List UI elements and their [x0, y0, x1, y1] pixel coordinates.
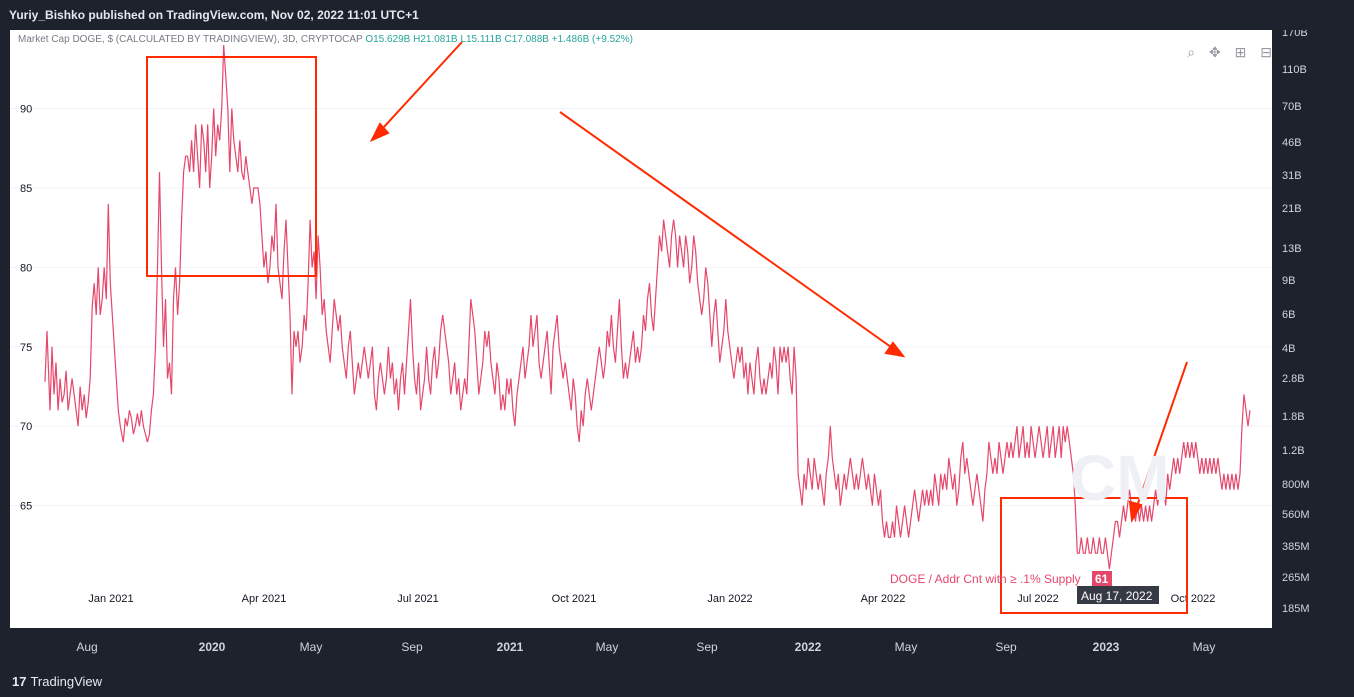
y-tick-label: 70: [20, 421, 32, 433]
x-tick-label: Jul 2022: [1017, 593, 1059, 605]
right-tick-label: 110B: [1282, 64, 1307, 76]
footer: 17 TradingView: [0, 666, 1354, 697]
right-tick-label: 385M: [1282, 541, 1310, 553]
svg-text:DOGE / Addr Cnt with ≥ .1% Sup: DOGE / Addr Cnt with ≥ .1% Supply: [890, 572, 1081, 586]
svg-text:Aug 17, 2022: Aug 17, 2022: [1081, 589, 1153, 603]
right-tick-label: 9B: [1282, 275, 1295, 287]
right-tick-label: 2.8B: [1282, 373, 1305, 385]
svg-text:61: 61: [1095, 572, 1109, 586]
right-tick-label: 800M: [1282, 479, 1310, 491]
publish-header: Yuriy_Bishko published on TradingView.co…: [0, 0, 1354, 30]
logo-mark: 17: [12, 674, 27, 689]
x-tick-label: Jan 2022: [707, 593, 752, 605]
bottom-tick-label: Sep: [401, 640, 423, 654]
legend-series: Market Cap DOGE, $ (CALCULATED BY TRADIN…: [18, 34, 363, 45]
y-tick-labels: 65 70 75 80 85 90: [20, 104, 32, 513]
bottom-tick-label: Sep: [696, 640, 718, 654]
y-tick-label: 80: [20, 262, 32, 274]
annotation-arrowhead-1: [369, 122, 390, 143]
brand-name: TradingView: [30, 674, 103, 689]
y-tick-label: 90: [20, 104, 32, 116]
annotation-box-bottom: [1000, 497, 1188, 614]
bottom-tick-label: 2022: [795, 640, 822, 654]
move-icon[interactable]: ✥: [1209, 44, 1221, 60]
right-tick-label: 21B: [1282, 203, 1302, 215]
plus-icon[interactable]: ⊞: [1234, 44, 1247, 60]
y-tick-label: 75: [20, 342, 32, 354]
minus-icon[interactable]: ⊟: [1260, 44, 1272, 60]
bottom-tick-label: 2023: [1093, 640, 1120, 654]
y-tick-label: 85: [20, 183, 32, 195]
legend: Market Cap DOGE, $ (CALCULATED BY TRADIN…: [18, 34, 633, 45]
right-tick-label: 265M: [1282, 572, 1310, 584]
right-tick-label: 70B: [1282, 101, 1302, 113]
bottom-tick-label: 2021: [497, 640, 524, 654]
y-tick-label: 65: [20, 501, 32, 513]
right-price-axis[interactable]: 170B 110B 70B 46B 31B 21B 13B 9B 6B 4B 2.8B 1.8B 1.2…: [1272, 27, 1354, 628]
right-tick-label: 1.8B: [1282, 411, 1305, 423]
cursor-date-label: Aug 17, 2022: [1077, 586, 1159, 604]
annotations: [146, 41, 1188, 614]
series-line: [44, 44, 1251, 570]
x-tick-label: Oct 2022: [1171, 593, 1216, 605]
annotation-arrowhead-3: [1128, 500, 1143, 524]
chart-toolbar: ⌕ ✥ ⊞ ⊟: [1177, 44, 1272, 61]
bottom-axis-labels: Aug 2020 May Sep 2021 May Sep 2022 May Sep 2023 May: [76, 640, 1216, 654]
series-label: DOGE / Addr Cnt with ≥ .1% Supply 61: [890, 571, 1112, 587]
watermark: CM: [1070, 442, 1170, 514]
bottom-tick-label: May: [596, 640, 619, 654]
x-tick-label: Jan 2021: [88, 593, 133, 605]
right-tick-label: 170B: [1282, 30, 1308, 39]
right-tick-label: 1.2B: [1282, 445, 1305, 457]
right-tick-label: 13B: [1282, 243, 1302, 255]
bottom-tick-label: Aug: [76, 640, 97, 654]
right-tick-label: 4B: [1282, 343, 1295, 355]
x-tick-label: Jul 2021: [397, 593, 439, 605]
bottom-tick-label: Sep: [995, 640, 1017, 654]
right-tick-label: 6B: [1282, 309, 1295, 321]
bottom-tick-label: 2020: [199, 640, 226, 654]
bottom-tick-label: May: [895, 640, 918, 654]
right-tick-label: 31B: [1282, 170, 1302, 182]
bottom-tick-label: May: [1193, 640, 1216, 654]
x-tick-label: Apr 2022: [861, 593, 906, 605]
legend-ohlc: O15.629B H21.081B L15.111B C17.088B +1.4…: [365, 34, 633, 45]
annotation-arrowhead-2: [884, 341, 906, 358]
chart-pane[interactable]: 65 70 75 80 85 90 Jan 2021 Apr 2021 Jul 2021 Oct…: [10, 30, 1272, 628]
bottom-time-axis[interactable]: Aug 2020 May Sep 2021 May Sep 2022 May Sep 2023 May: [0, 628, 1354, 666]
annotation-arrow-3: [1133, 361, 1188, 516]
right-axis-labels: 170B 110B 70B 46B 31B 21B 13B 9B 6B 4B 2.8B 1.8B 1.2…: [1282, 27, 1310, 615]
publish-info: Yuriy_Bishko published on TradingView.co…: [9, 8, 419, 22]
right-tick-label: 46B: [1282, 137, 1302, 149]
right-tick-label: 560M: [1282, 509, 1310, 521]
x-tick-labels: Jan 2021 Apr 2021 Jul 2021 Oct 2021 Jan 2022…: [88, 593, 1215, 605]
annotation-box-top: [146, 56, 317, 277]
annotation-arrow-2: [559, 111, 899, 353]
plot-area[interactable]: 65 70 75 80 85 90 Jan 2021 Apr 2021 Jul 2021 Oct…: [10, 30, 1272, 628]
magnifier-icon[interactable]: ⌕: [1187, 44, 1196, 60]
bottom-tick-label: May: [300, 640, 323, 654]
tradingview-logo[interactable]: 17 TradingView: [12, 674, 102, 689]
annotation-arrow-1: [371, 41, 463, 141]
x-tick-label: Oct 2021: [552, 593, 597, 605]
right-tick-label: 185M: [1282, 603, 1310, 615]
x-tick-label: Apr 2021: [242, 593, 287, 605]
